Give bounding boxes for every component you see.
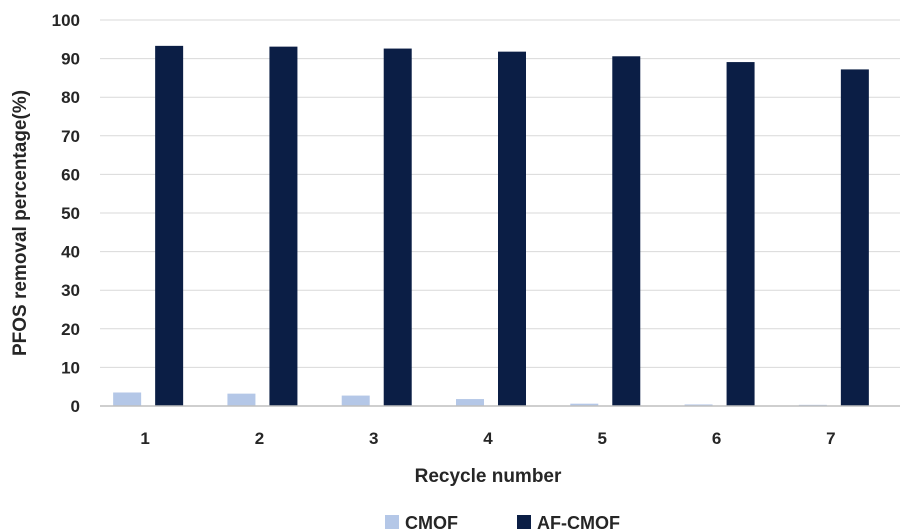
x-tick-label: 3 — [369, 429, 378, 448]
x-tick-label: 7 — [826, 429, 835, 448]
x-tick-label: 6 — [712, 429, 721, 448]
legend-swatch-af-cmof — [517, 515, 531, 529]
bars — [113, 45, 869, 407]
y-tick-label: 50 — [61, 204, 80, 223]
y-axis-title: PFOS removal percentage(%) — [10, 90, 31, 356]
bar-af-cmof-3 — [383, 48, 412, 407]
y-tick-label: 40 — [61, 243, 80, 262]
y-tick-label: 30 — [61, 281, 80, 300]
bar-af-cmof-4 — [498, 51, 526, 406]
legend-label-af-cmof: AF-CMOF — [537, 513, 620, 529]
x-tick-label: 1 — [140, 429, 149, 448]
y-tick-label: 10 — [61, 358, 80, 377]
bar-af-cmof-5 — [612, 56, 641, 407]
x-axis-tick-labels: 1 2 3 4 5 6 7 — [140, 429, 835, 448]
legend-swatch-cmof — [385, 515, 399, 529]
y-tick-label: 20 — [61, 320, 80, 339]
y-tick-label: 70 — [61, 127, 80, 146]
legend-label-cmof: CMOF — [405, 513, 458, 529]
x-tick-label: 2 — [255, 429, 264, 448]
y-tick-label: 100 — [52, 11, 80, 30]
bar-cmof-4 — [456, 399, 484, 406]
y-axis-tick-labels: 0 10 20 30 40 50 60 70 80 90 100 — [52, 11, 80, 416]
bar-cmof-2 — [227, 393, 256, 406]
y-tick-label: 90 — [61, 50, 80, 69]
x-axis-title: Recycle number — [415, 466, 562, 487]
y-tick-label: 80 — [61, 88, 80, 107]
legend: CMOF AF-CMOF — [385, 513, 620, 529]
bar-cmof-5 — [570, 403, 599, 406]
bar-af-cmof-1 — [155, 45, 184, 406]
x-tick-label: 4 — [483, 429, 493, 448]
bar-cmof-3 — [341, 395, 370, 406]
bar-af-cmof-7 — [840, 69, 869, 407]
bar-cmof-6 — [684, 404, 713, 406]
y-tick-label: 60 — [61, 165, 80, 184]
bar-af-cmof-2 — [269, 46, 298, 406]
y-tick-label: 0 — [71, 397, 80, 416]
bar-cmof-1 — [113, 392, 142, 406]
x-tick-label: 5 — [598, 429, 607, 448]
bar-af-cmof-6 — [726, 62, 755, 406]
